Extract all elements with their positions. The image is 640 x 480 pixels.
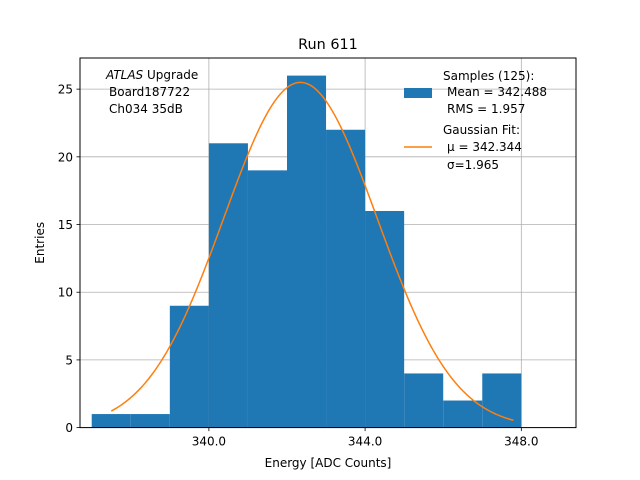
annotation-rest: Upgrade — [143, 68, 198, 82]
y-tick-label-4: 20 — [58, 150, 73, 164]
atlas-annotation: ATLAS Upgrade Board187722 Ch034 35dB — [105, 68, 198, 116]
x-tick-label-1: 344.0 — [348, 435, 382, 449]
legend-histogram-patch — [404, 88, 432, 98]
histogram-bar-4 — [247, 170, 287, 428]
histogram-bar-3 — [208, 143, 248, 428]
histogram-bar-7 — [365, 210, 405, 428]
legend: Samples (125): Mean = 342.488 RMS = 1.95… — [404, 69, 547, 172]
annotation-line-2: Board187722 — [109, 85, 190, 99]
legend-samples-mean: Mean = 342.488 — [447, 85, 547, 99]
legend-fit-sigma: σ=1.965 — [447, 158, 499, 172]
histogram-bar-0 — [91, 414, 131, 428]
y-axis-label: Entries — [33, 222, 47, 264]
legend-fit-mu: μ = 342.344 — [447, 140, 522, 154]
y-tick-label-5: 25 — [58, 83, 73, 97]
annotation-italic: ATLAS — [105, 68, 144, 82]
annotation-line-1: ATLAS Upgrade — [105, 68, 198, 82]
gaussian-fit-curve — [110, 81, 514, 422]
y-tick-label-3: 15 — [58, 218, 73, 232]
histogram-bar-9 — [443, 400, 483, 428]
histogram-bar-5 — [286, 75, 327, 428]
legend-fit-title: Gaussian Fit: — [443, 123, 520, 137]
y-axis-ticks: 0 5 10 15 20 25 — [58, 83, 80, 435]
axes-frame — [79, 57, 577, 429]
annotation-line-3: Ch034 35dB — [109, 102, 183, 116]
y-tick-label-0: 0 — [65, 421, 73, 435]
histogram-bars — [91, 75, 522, 428]
histogram-bar-1 — [130, 414, 170, 428]
y-tick-label-1: 5 — [65, 353, 73, 367]
x-axis-label: Energy [ADC Counts] — [265, 456, 392, 470]
y-tick-label-2: 10 — [58, 286, 73, 300]
chart-title: Run 611 — [298, 37, 358, 53]
x-tick-label-2: 348.0 — [504, 435, 538, 449]
histogram-bar-6 — [326, 129, 366, 428]
histogram-bar-2 — [169, 305, 209, 428]
histogram-bar-8 — [404, 373, 444, 428]
histogram-bar-10 — [482, 373, 522, 428]
legend-samples-rms: RMS = 1.957 — [447, 102, 525, 116]
x-tick-label-0: 340.0 — [192, 435, 226, 449]
x-axis-ticks: 340.0 344.0 348.0 — [192, 427, 539, 449]
legend-samples-title: Samples (125): — [443, 69, 534, 83]
